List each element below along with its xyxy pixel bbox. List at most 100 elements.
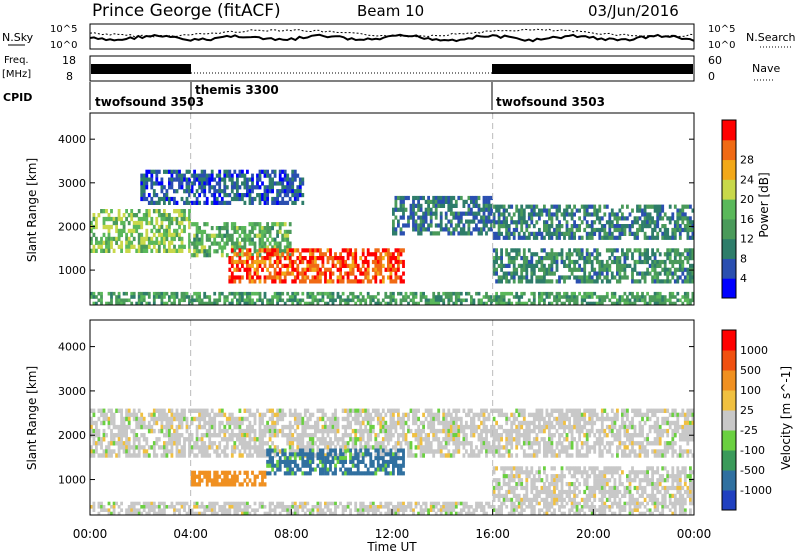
heatmap-cell bbox=[444, 420, 448, 426]
heatmap-cell bbox=[203, 169, 207, 174]
heatmap-cell bbox=[268, 275, 272, 280]
heatmap-cell bbox=[507, 298, 511, 303]
heatmap-cell bbox=[422, 295, 425, 299]
heatmap-cell bbox=[578, 449, 581, 454]
heatmap-cell bbox=[626, 204, 629, 209]
heatmap-cell bbox=[205, 181, 209, 186]
nave-tick-bottom: 0 bbox=[708, 70, 715, 83]
heatmap-cell bbox=[439, 420, 443, 426]
heatmap-cell bbox=[631, 275, 634, 280]
heatmap-cell bbox=[140, 193, 144, 198]
heatmap-cell bbox=[200, 441, 204, 446]
heatmap-cell bbox=[198, 200, 201, 205]
heatmap-cell bbox=[497, 216, 501, 221]
heatmap-cell bbox=[578, 263, 581, 268]
heatmap-cell bbox=[482, 420, 486, 426]
heatmap-cell bbox=[656, 220, 660, 225]
heatmap-cell bbox=[515, 256, 519, 261]
heatmap-cell bbox=[658, 428, 662, 434]
heatmap-cell bbox=[188, 193, 191, 198]
heatmap-cell bbox=[379, 267, 383, 272]
heatmap-cell bbox=[444, 195, 448, 201]
heatmap-cell bbox=[459, 215, 463, 220]
heatmap-cell bbox=[341, 275, 345, 280]
heatmap-cell bbox=[344, 453, 347, 458]
heatmap-cell bbox=[215, 241, 219, 246]
heatmap-cell bbox=[510, 231, 514, 236]
heatmap-cell bbox=[490, 428, 493, 434]
heatmap-cell bbox=[686, 248, 690, 253]
heatmap-cell bbox=[344, 416, 347, 422]
heatmap-cell bbox=[658, 216, 662, 221]
heatmap-cell bbox=[590, 295, 594, 299]
heatmap-cell bbox=[301, 267, 305, 272]
heatmap-cell bbox=[193, 253, 196, 258]
heatmap-cell bbox=[218, 245, 222, 250]
heatmap-cell bbox=[490, 223, 493, 228]
heatmap-cell bbox=[125, 408, 128, 413]
heatmap-cell bbox=[306, 420, 310, 426]
heatmap-cell bbox=[661, 298, 665, 303]
heatmap-cell bbox=[595, 279, 599, 284]
heatmap-cell bbox=[638, 295, 642, 299]
heatmap-cell bbox=[251, 173, 254, 178]
heatmap-cell bbox=[540, 298, 544, 303]
heatmap-cell bbox=[168, 424, 171, 430]
heatmap-cell bbox=[560, 412, 564, 418]
heatmap-cell bbox=[301, 200, 305, 205]
heatmap-cell bbox=[258, 445, 262, 450]
heatmap-cell bbox=[404, 195, 408, 201]
heatmap-cell bbox=[354, 301, 358, 306]
heatmap-cell bbox=[603, 295, 607, 299]
heatmap-cell bbox=[429, 215, 433, 220]
heatmap-cell bbox=[595, 416, 599, 422]
heatmap-cell bbox=[283, 424, 287, 430]
heatmap-cell bbox=[392, 408, 395, 413]
heatmap-cell bbox=[689, 420, 692, 426]
heatmap-cell bbox=[100, 437, 103, 442]
heatmap-cell bbox=[384, 291, 388, 296]
heatmap-cell bbox=[326, 256, 330, 261]
heatmap-cell bbox=[472, 428, 476, 434]
heatmap-cell bbox=[105, 416, 108, 422]
heatmap-cell bbox=[686, 259, 690, 265]
heatmap-cell bbox=[188, 445, 191, 450]
heatmap-cell bbox=[110, 216, 113, 222]
heatmap-cell bbox=[505, 220, 508, 225]
heatmap-cell bbox=[510, 420, 514, 426]
heatmap-cell bbox=[598, 216, 602, 221]
heatmap-cell bbox=[246, 169, 249, 174]
heatmap-cell bbox=[563, 275, 566, 280]
heatmap-cell bbox=[621, 267, 624, 272]
heatmap-cell bbox=[218, 189, 222, 194]
heatmap-cell bbox=[90, 236, 93, 242]
heatmap-cell bbox=[538, 208, 541, 213]
freq-unit-label: [MHz] bbox=[2, 69, 31, 80]
heatmap-cell bbox=[251, 445, 254, 450]
heatmap-cell bbox=[442, 416, 446, 422]
heatmap-cell bbox=[193, 181, 196, 186]
heatmap-cell bbox=[429, 199, 433, 204]
heatmap-cell bbox=[110, 412, 113, 418]
heatmap-cell bbox=[364, 441, 368, 446]
heatmap-cell bbox=[605, 231, 609, 236]
heatmap-cell bbox=[218, 420, 222, 426]
heatmap-cell bbox=[568, 408, 571, 413]
heatmap-cell bbox=[298, 193, 302, 198]
heatmap-cell bbox=[173, 209, 176, 214]
heatmap-cell bbox=[311, 259, 315, 265]
heatmap-cell bbox=[402, 416, 405, 422]
heatmap-cell bbox=[107, 216, 111, 222]
heatmap-cell bbox=[585, 445, 589, 450]
heatmap-cell bbox=[439, 219, 443, 224]
heatmap-cell bbox=[163, 248, 166, 253]
heatmap-cell bbox=[432, 199, 436, 204]
heatmap-cell bbox=[517, 208, 521, 213]
heatmap-cell bbox=[142, 244, 146, 249]
heatmap-cell bbox=[691, 271, 695, 276]
heatmap-cell bbox=[366, 428, 370, 434]
heatmap-cell bbox=[545, 271, 549, 276]
heatmap-cell bbox=[225, 420, 229, 426]
heatmap-cell bbox=[178, 420, 181, 426]
heatmap-cell bbox=[500, 408, 503, 413]
